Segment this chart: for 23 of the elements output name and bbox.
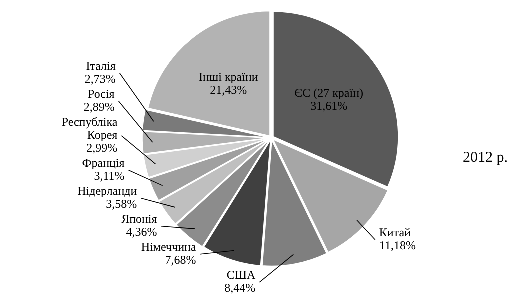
data-label: 3,58% [106,197,138,212]
data-label: 3,11% [94,169,125,184]
data-label: 2,99% [86,141,118,156]
slice-label: США [226,268,256,282]
slice-label: Китай [379,226,412,240]
data-label: 8,44% [224,281,256,296]
slice-label: Франція [82,156,126,170]
slice-label: Росія [88,87,116,102]
data-label: 11,18% [379,238,416,253]
data-label: 7,68% [165,253,196,268]
slice-label: ЄС (27 країн) [294,86,364,100]
slice-label: Інші країни [198,70,259,84]
slice-label: Японія [122,212,158,226]
data-label: 4,36% [126,225,158,240]
slice-label: Республіка Корея [62,115,118,142]
data-label: 2,89% [84,100,115,114]
text: 2012 р. [463,150,508,166]
data-label: 21,43% [210,82,248,97]
slice-label: Італія [86,59,116,74]
data-label: 2,73% [84,72,116,86]
data-label: 31,61% [310,99,348,114]
slice-label: Нідерланди [78,184,138,198]
slice-label: Німеччина [141,240,197,254]
